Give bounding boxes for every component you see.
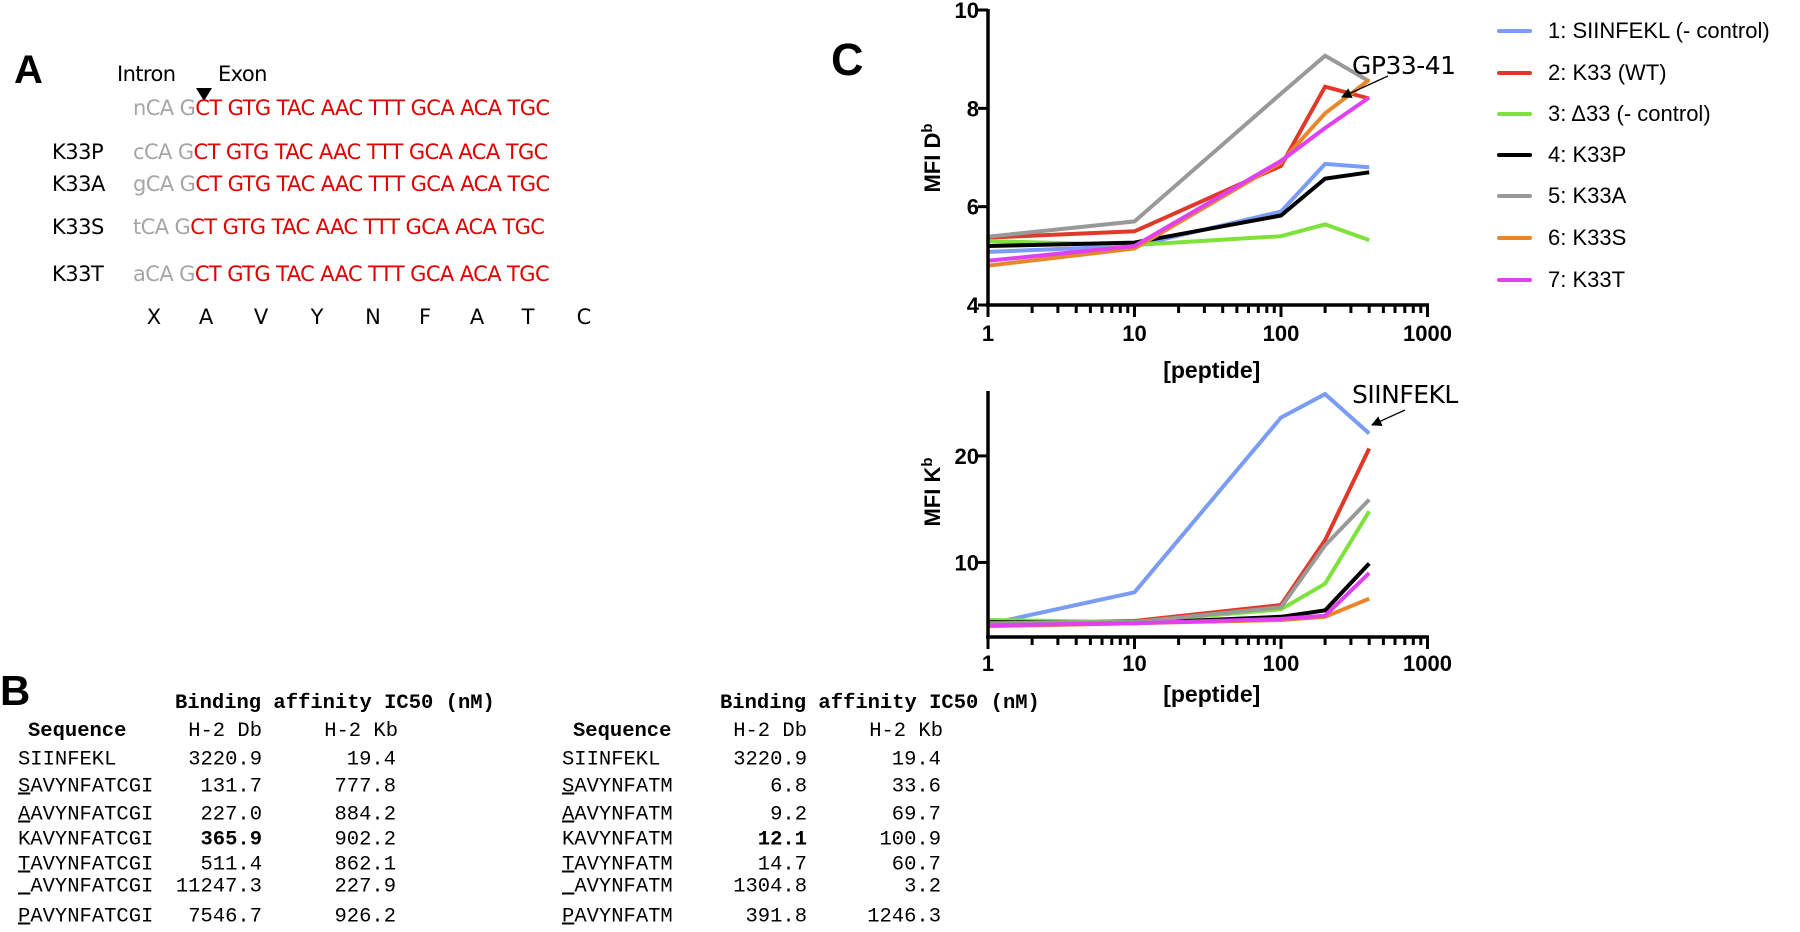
series-line-1	[987, 391, 1371, 627]
exon-sequence: CT GTG TAC AAC TTT GCA ACA TGC	[195, 172, 550, 196]
legend-item: 1: SIINFEKL (- control)	[1497, 16, 1770, 46]
mutant-label: K33P	[52, 140, 104, 164]
x-tick-label: 1	[982, 651, 994, 676]
amino-acid: T	[521, 305, 535, 329]
exon-sequence: CT GTG TAC AAC TTT GCA ACA TGC	[195, 96, 550, 120]
x-tick-label: 100	[1263, 651, 1300, 676]
annotation-label: SIINFEKL	[1352, 380, 1458, 409]
legend-item: 5: K33A	[1497, 181, 1626, 211]
y-tick-label: 10	[955, 0, 979, 23]
annotation-arrow-icon	[1371, 409, 1406, 426]
y-axis-label: MFI Kb	[919, 457, 945, 526]
amino-acid: N	[365, 305, 381, 329]
legend-label: 5: K33A	[1548, 183, 1627, 208]
exon-sequence: CT GTG TAC AAC TTT GCA ACA TGC	[190, 215, 545, 239]
amino-acid: C	[576, 305, 592, 329]
series-line-7	[987, 571, 1371, 628]
legend-line-icon	[1497, 153, 1532, 157]
intron-sequence: tCA G	[133, 215, 191, 239]
amino-acid: Y	[310, 305, 324, 329]
sequence-row: aCA GCT GTG TAC AAC TTT GCA ACA TGC	[133, 262, 550, 286]
y-tick-label: 4	[967, 293, 980, 318]
legend-item: 7: K33T	[1497, 265, 1625, 295]
sequence-row: cCA GCT GTG TAC AAC TTT GCA ACA TGC	[133, 140, 548, 164]
series-line-5	[987, 53, 1371, 239]
x-tick-label: 1	[982, 321, 994, 346]
panel-label-a: A	[14, 48, 43, 92]
sequence-row: gCA GCT GTG TAC AAC TTT GCA ACA TGC	[133, 172, 550, 196]
legend-line-icon	[1497, 71, 1532, 75]
legend-label: 7: K33T	[1548, 267, 1626, 292]
legend-label: 4: K33P	[1548, 142, 1627, 167]
amino-acid: X	[146, 305, 162, 329]
amino-acid: V	[253, 305, 269, 329]
legend-line-icon	[1497, 236, 1532, 240]
legend-item: 3: Δ33 (- control)	[1497, 99, 1711, 129]
intron-sequence: nCA G	[133, 96, 196, 120]
series-line-7	[987, 95, 1371, 263]
x-axis-label: [peptide]	[1163, 357, 1260, 383]
series-line-2	[987, 447, 1372, 626]
sequence-row: tCA GCT GTG TAC AAC TTT GCA ACA TGC	[133, 215, 545, 239]
x-tick-label: 1000	[1403, 651, 1452, 676]
exon-sequence: CT GTG TAC AAC TTT GCA ACA TGC	[194, 262, 550, 286]
annotation-label: GP33-41	[1352, 51, 1456, 80]
y-tick-label: 8	[967, 96, 979, 121]
y-tick-label: 20	[955, 444, 979, 469]
x-tick-label: 10	[1122, 651, 1146, 676]
legend-item: 6: K33S	[1497, 223, 1626, 253]
intron-sequence: aCA G	[133, 262, 195, 286]
splice-site-triangle-icon	[196, 88, 212, 101]
x-axis-label: [peptide]	[1163, 681, 1260, 707]
mutant-label: K33T	[52, 262, 104, 286]
intron-sequence: gCA G	[133, 172, 196, 196]
exon-sequence: CT GTG TAC AAC TTT GCA ACA TGC	[193, 140, 549, 164]
mutant-label: K33S	[52, 215, 104, 239]
y-axis-label-superscript: b	[919, 457, 936, 466]
legend-item: 2: K33 (WT)	[1497, 58, 1667, 88]
intron-sequence: cCA G	[133, 140, 194, 164]
sequence-row: nCA GCT GTG TAC AAC TTT GCA ACA TGC	[133, 96, 550, 120]
y-axis-label: MFI Db	[919, 123, 945, 192]
legend-line-icon	[1497, 29, 1532, 33]
series-line-5	[987, 498, 1371, 626]
panel-label-b: B	[0, 667, 31, 714]
legend-label: 1: SIINFEKL (- control)	[1548, 18, 1770, 43]
y-tick-label: 6	[967, 195, 979, 220]
y-tick-label: 10	[955, 550, 979, 575]
amino-acid: A	[198, 305, 214, 329]
y-axis-label-superscript: b	[919, 123, 936, 132]
legend-label: 2: K33 (WT)	[1548, 60, 1667, 85]
amino-acid: A	[469, 305, 485, 329]
intron-label: Intron	[117, 62, 176, 86]
legend-item: 4: K33P	[1497, 140, 1626, 170]
series-line-4	[987, 170, 1370, 248]
legend-label: 6: K33S	[1548, 225, 1627, 250]
x-tick-label: 1000	[1403, 321, 1452, 346]
annotation-arrow-icon	[1341, 75, 1389, 98]
mutant-label: K33A	[52, 172, 105, 196]
series-line-1	[987, 161, 1370, 254]
legend-line-icon	[1497, 112, 1532, 116]
exon-label: Exon	[218, 62, 267, 86]
panel-label-c: C	[831, 34, 864, 85]
legend-label: 3: Δ33 (- control)	[1548, 101, 1711, 126]
legend-line-icon	[1497, 278, 1532, 282]
amino-acid: F	[418, 305, 432, 329]
series-line-2	[987, 84, 1370, 240]
legend-line-icon	[1497, 194, 1532, 198]
x-tick-label: 10	[1122, 321, 1146, 346]
x-tick-label: 100	[1263, 321, 1300, 346]
